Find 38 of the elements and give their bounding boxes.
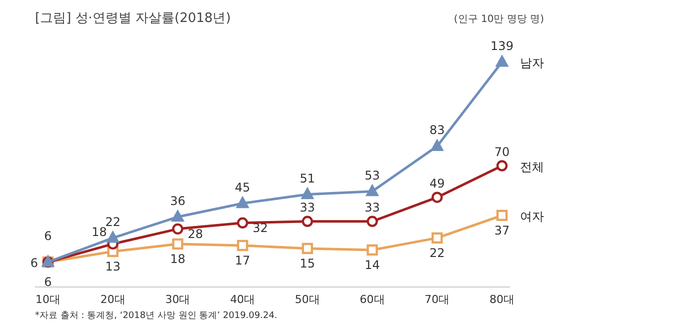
data-label: 14 — [364, 258, 380, 272]
data-label: 53 — [364, 168, 380, 182]
data-label: 6 — [44, 229, 52, 243]
data-label: 36 — [170, 194, 186, 208]
x-tick-label: 70대 — [424, 293, 450, 306]
x-tick-label: 60대 — [360, 293, 385, 306]
series-label: 남자 — [520, 56, 544, 70]
data-label: 51 — [300, 171, 316, 186]
data-label: 28 — [188, 226, 203, 241]
x-tick-label: 80대 — [490, 293, 514, 306]
x-tick-label: 30대 — [165, 293, 190, 306]
text: *자료 출처 : 통계청, ‘2018년 사망 원인 통계’ 2019.09.24. — [35, 311, 278, 321]
data-label: 37 — [494, 223, 510, 238]
data-label: 33 — [300, 200, 316, 214]
series-label: 여자 — [520, 209, 544, 224]
data-label: 32 — [252, 220, 268, 235]
data-label: 139 — [490, 39, 514, 53]
data-label: 45 — [234, 180, 250, 194]
data-label: 33 — [364, 200, 380, 214]
data-label: 18 — [92, 224, 107, 239]
data-label: 13 — [105, 259, 120, 274]
data-label: 18 — [170, 252, 186, 266]
text: (인구 10만 명당 명) — [454, 14, 544, 25]
x-tick-label: 20대 — [100, 293, 126, 306]
data-label: 83 — [430, 123, 445, 138]
data-label: 22 — [430, 246, 445, 260]
data-label: 49 — [430, 176, 445, 190]
data-label: 17 — [234, 253, 250, 268]
series-label: 전체 — [520, 160, 544, 174]
data-label: 22 — [105, 214, 120, 229]
chart-title: [그림] 성·연령별 자살률(2018년) — [35, 11, 231, 26]
data-label: 15 — [300, 256, 316, 270]
data-label: 70 — [494, 144, 510, 159]
data-label: 6 — [44, 275, 52, 289]
data-label: 6 — [30, 256, 38, 270]
x-tick-label: 10대 — [36, 293, 60, 306]
x-tick-label: 50대 — [294, 293, 320, 306]
x-tick-label: 40대 — [230, 293, 256, 306]
